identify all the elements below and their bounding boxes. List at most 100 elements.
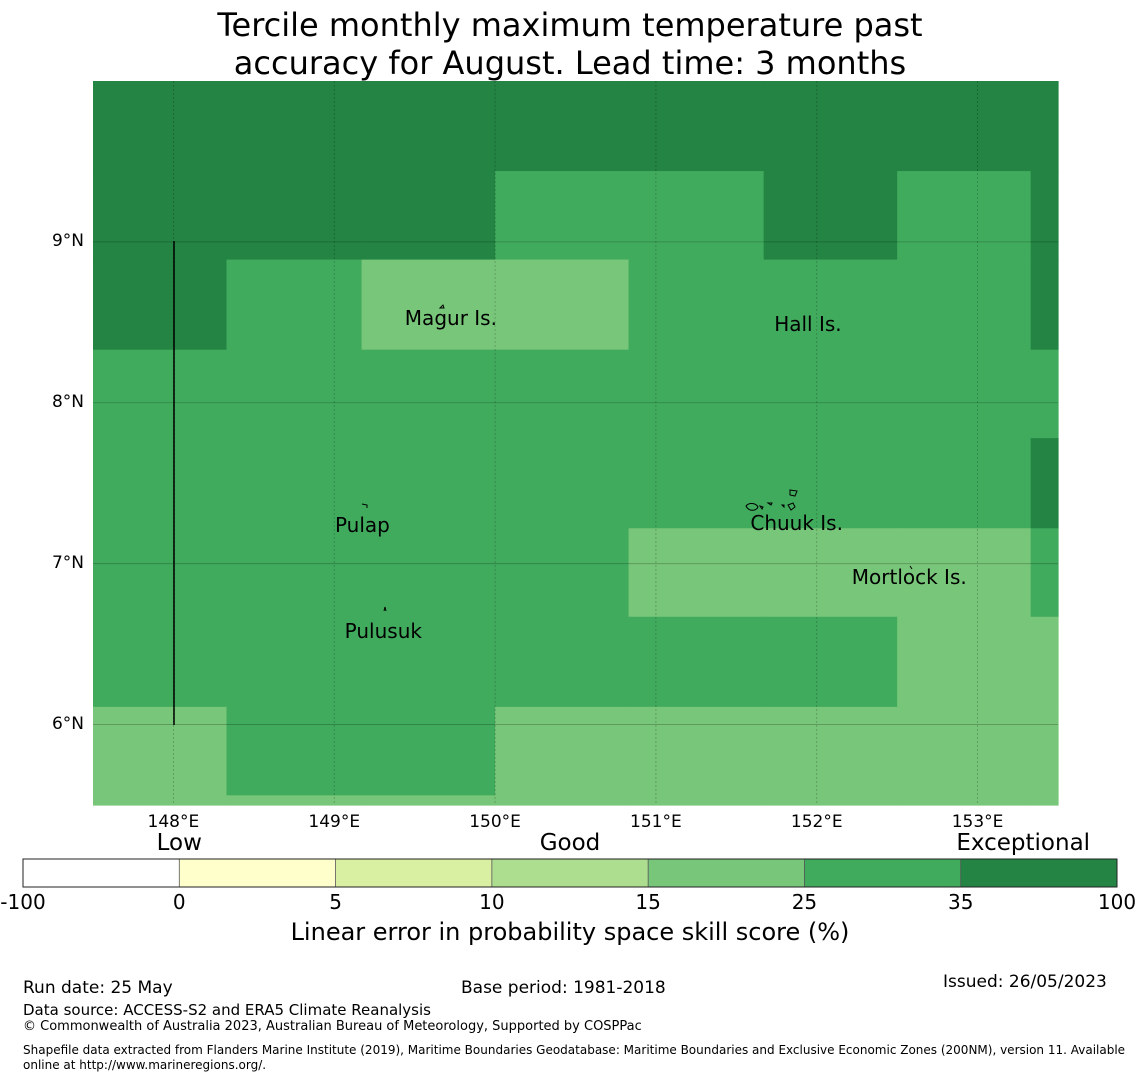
grid-cell — [226, 81, 363, 172]
island-outline — [789, 489, 798, 497]
grid-cell — [763, 616, 898, 708]
colorbar-category: Good — [539, 830, 601, 856]
grid-cell — [1030, 528, 1059, 618]
grid-cell — [495, 438, 630, 529]
longitude-label: 151°E — [630, 812, 682, 832]
grid-cell — [628, 706, 765, 796]
grid-cell — [226, 706, 363, 796]
island-outline — [383, 606, 387, 612]
grid-cell — [93, 81, 228, 172]
grid-cell — [628, 438, 765, 529]
island-outline — [438, 304, 445, 309]
grid-cell — [361, 528, 496, 618]
colorbar-tick: 5 — [329, 890, 342, 914]
grid-cell — [897, 81, 1032, 172]
colorbar-tick: 35 — [947, 890, 974, 914]
grid-cell — [628, 171, 765, 261]
grid-cell — [763, 706, 898, 796]
longitude-label: 149°E — [308, 812, 361, 832]
latitude-label: 9°N — [51, 230, 84, 251]
colorbar-category: Exceptional — [956, 830, 1091, 856]
grid-cell — [763, 795, 898, 806]
longitude-label: 148°E — [147, 812, 200, 832]
grid-cell — [361, 438, 496, 529]
grid-cell — [361, 259, 496, 351]
grid-cell — [226, 259, 363, 351]
grid-cell — [897, 259, 1032, 351]
grid-cell — [897, 706, 1032, 796]
island-outline — [361, 503, 368, 508]
grid-cell — [495, 349, 630, 439]
grid-cell — [1030, 171, 1059, 261]
grid-cell — [628, 81, 765, 172]
colorbar-swatch — [491, 859, 649, 887]
grid-cell — [1030, 349, 1059, 439]
colorbar-tick: 0 — [172, 890, 186, 914]
grid-cell — [628, 259, 765, 351]
island-outline — [909, 565, 913, 570]
grid-cell — [495, 81, 630, 172]
grid-cell — [226, 171, 363, 261]
longitude-label: 152°E — [790, 812, 843, 832]
grid-cell — [1030, 706, 1059, 796]
longitude-label: 150°E — [469, 812, 521, 832]
colorbar-label: Linear error in probability space skill … — [290, 918, 850, 946]
island-label: Magur Is. — [404, 305, 497, 330]
island-label: Mortlock Is. — [851, 564, 967, 589]
copyright: © Commonwealth of Australia 2023, Austra… — [23, 1019, 642, 1034]
grid-cell — [628, 795, 765, 806]
colorbar-swatch — [960, 859, 1117, 887]
grid-cell — [226, 616, 363, 708]
island-outline — [745, 503, 759, 511]
grid-cell — [361, 706, 496, 796]
grid-cell — [226, 795, 363, 806]
grid-cell — [226, 528, 363, 618]
grid-cell — [495, 795, 630, 806]
island-outline — [780, 504, 785, 509]
grid-cell — [495, 171, 630, 261]
grid-cell — [1030, 616, 1059, 708]
run-date: Run date: 25 May — [23, 978, 173, 998]
data-source: Data source: ACCESS-S2 and ERA5 Climate … — [23, 1001, 431, 1019]
colorbar-swatch — [335, 859, 492, 887]
colorbar-tick: 10 — [479, 890, 505, 914]
island-outline — [766, 502, 773, 506]
grid-cell — [1030, 438, 1059, 529]
grid-cell — [763, 528, 898, 618]
colorbar-swatch — [648, 859, 805, 887]
grid-cell — [628, 528, 765, 618]
grid-cell — [93, 171, 228, 261]
grid-cell — [93, 259, 228, 351]
grid-cell — [93, 795, 228, 806]
island-outline — [758, 505, 764, 510]
grid-cell — [897, 171, 1032, 261]
colorbar-swatch — [179, 859, 336, 887]
grid-cell — [897, 616, 1032, 708]
grid-cell — [361, 616, 496, 708]
grid-cell — [93, 438, 228, 529]
grid-cell — [93, 528, 228, 618]
island-outline — [787, 502, 796, 511]
island-label: Chuuk Is. — [750, 511, 843, 536]
grid-cell — [897, 349, 1032, 439]
colorbar-swatch — [804, 859, 961, 887]
grid-cell — [361, 171, 496, 261]
grid-cell — [495, 616, 630, 708]
grid-cell — [763, 349, 898, 439]
graticule — [93, 81, 1058, 805]
colorbar-swatch — [23, 859, 180, 887]
grid-cell — [763, 171, 898, 261]
grid-cell — [897, 438, 1032, 529]
grid-cell — [226, 349, 363, 439]
shapefile-credit: Shapefile data extracted from Flanders M… — [23, 1043, 1126, 1072]
grid-cell — [495, 259, 630, 351]
grid-cell — [495, 706, 630, 796]
island-label: Pulusuk — [344, 619, 422, 644]
latitude-label: 6°N — [51, 713, 84, 734]
colorbar-tick: 15 — [635, 890, 661, 914]
grid-cell — [495, 528, 630, 618]
skill-grid-cells — [93, 81, 1059, 806]
grid-cell — [93, 616, 228, 708]
grid-cell — [763, 81, 898, 172]
